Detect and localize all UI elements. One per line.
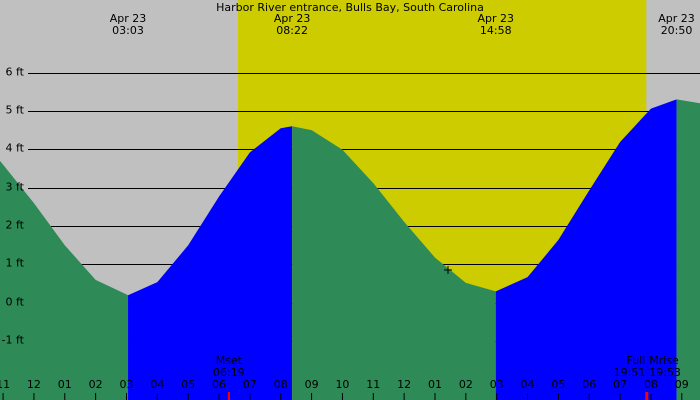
x-tick-label: 08 — [644, 378, 658, 391]
y-tick-label: 0 ft — [6, 296, 25, 309]
rising-tide — [128, 126, 293, 400]
x-tick-label: 07 — [243, 378, 257, 391]
x-tick-label: 04 — [521, 378, 535, 391]
y-tick-label: -1 ft — [2, 334, 25, 347]
x-tick-label: 01 — [428, 378, 442, 391]
x-tick-label: 09 — [675, 378, 689, 391]
y-tick-label: 1 ft — [6, 257, 25, 270]
extreme-time: 03:03 — [112, 24, 144, 37]
x-tick-label: 02 — [89, 378, 103, 391]
x-tick-label: 09 — [305, 378, 319, 391]
falling-tide — [0, 160, 129, 400]
extreme-date: Apr 23 — [658, 12, 695, 25]
y-tick-label: 6 ft — [6, 66, 25, 79]
extreme-date: Apr 23 — [478, 12, 515, 25]
x-tick-label: 10 — [335, 378, 349, 391]
x-tick-label: 06 — [212, 378, 226, 391]
x-tick-label: 12 — [27, 378, 41, 391]
rising-tide — [495, 99, 677, 400]
extreme-time: 08:22 — [276, 24, 308, 37]
x-tick-label: 12 — [397, 378, 411, 391]
y-tick-label: 4 ft — [6, 142, 25, 155]
x-tick-label: 02 — [459, 378, 473, 391]
x-tick-label: 06 — [582, 378, 596, 391]
extreme-time: 20:50 — [661, 24, 693, 37]
extreme-date: Apr 23 — [274, 12, 311, 25]
event-time: 19:53 — [649, 366, 681, 379]
x-tick-label: 11 — [0, 378, 10, 391]
x-tick-label: 04 — [150, 378, 164, 391]
x-tick-label: 05 — [551, 378, 565, 391]
event-time: 06:19 — [213, 366, 245, 379]
y-tick-label: 5 ft — [6, 104, 25, 117]
x-tick-label: 03 — [490, 378, 504, 391]
event-label: Mrise — [649, 354, 679, 367]
x-tick-label: 01 — [58, 378, 72, 391]
x-tick-label: 03 — [119, 378, 133, 391]
event-label: Mset — [216, 354, 243, 367]
x-tick-label: 11 — [366, 378, 380, 391]
cursor-crosshair — [444, 266, 452, 274]
falling-tide — [292, 126, 496, 400]
event-time: 19:51 — [614, 366, 646, 379]
x-tick-label: 07 — [613, 378, 627, 391]
x-tick-label: 08 — [274, 378, 288, 391]
tide-area — [0, 99, 700, 400]
event-label: Full — [627, 354, 646, 367]
extreme-time: 14:58 — [480, 24, 512, 37]
falling-tide — [676, 99, 700, 400]
extreme-date: Apr 23 — [110, 12, 147, 25]
y-tick-label: 2 ft — [6, 219, 25, 232]
x-tick-label: 05 — [181, 378, 195, 391]
chart-title: Harbor River entrance, Bulls Bay, South … — [216, 1, 484, 14]
y-tick-label: 3 ft — [6, 181, 25, 194]
